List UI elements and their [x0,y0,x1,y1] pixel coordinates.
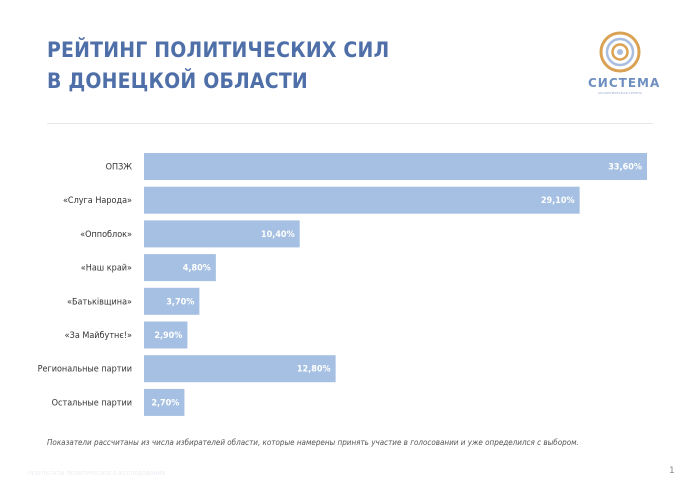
category-label: ОПЗЖ [106,163,133,173]
bar [144,388,185,416]
value-label: 10,40% [261,230,295,240]
category-label: Региональные партии [38,365,132,375]
logo-tagline: АНАЛИТИЧЕСКАЯ ГРУППА [597,91,643,95]
bar [144,220,300,248]
value-label: 29,10% [541,196,575,206]
title-line-1: РЕЙТИНГ ПОЛИТИЧЕСКИХ СИЛ [47,38,390,62]
value-label: 2,70% [151,398,179,408]
category-label: «Наш край» [81,264,132,274]
category-label: «Батьківщина» [67,297,132,307]
bar [144,254,216,282]
bar [144,153,647,180]
category-label: «За Майбутнє!» [65,330,132,341]
value-label: 2,90% [154,331,182,341]
bar [144,186,580,214]
bar [144,355,336,383]
company-logo: СИСТЕМА АНАЛИТИЧЕСКАЯ ГРУППА [588,30,661,100]
title-line-2: В ДОНЕЦКОЙ ОБЛАСТИ [47,69,308,93]
category-label: «Слуга Народа» [63,196,132,206]
value-label: 12,80% [297,365,331,375]
bar [144,321,188,349]
value-label: 3,70% [166,297,194,307]
page-number: 1 [669,466,675,476]
footer-caption: РЕЗУЛЬТАТЫ ПОЛИТИЧЕСКОГО ИССЛЕДОВАНИЯ [28,471,166,477]
footnote: Показатели рассчитаны из числа избирател… [47,438,579,447]
category-label: Остальные партии [52,398,132,408]
page-title: РЕЙТИНГ ПОЛИТИЧЕСКИХ СИЛ В ДОНЕЦКОЙ ОБЛА… [47,35,389,97]
value-label: 4,80% [183,264,211,274]
category-label: «Оппоблок» [80,229,132,240]
header-divider [47,123,653,124]
concentric-rings-icon [599,31,641,73]
bar [144,287,200,315]
logo-wordmark: СИСТЕМА [588,76,661,90]
value-label: 33,60% [608,163,642,173]
